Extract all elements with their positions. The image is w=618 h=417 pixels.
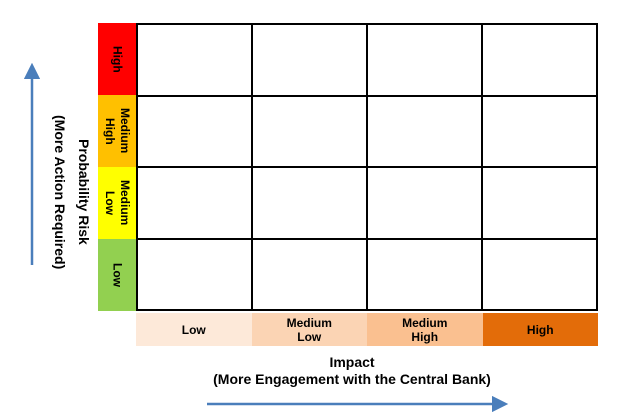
matrix-cell: [253, 96, 366, 166]
matrix-cell: [483, 25, 596, 95]
matrix-cell: [138, 239, 251, 309]
matrix-cell: [368, 96, 481, 166]
row-header-low: Low: [98, 239, 136, 311]
x-axis-title-line1: Impact: [329, 354, 375, 370]
matrix-cell: [253, 25, 366, 95]
column-header-low: Low: [136, 313, 252, 346]
column-header-high: High: [482, 313, 598, 346]
row-header-label: Low: [110, 263, 125, 287]
y-axis-title: Probability Risk (More Action Required): [40, 88, 96, 296]
matrix-cell: [138, 25, 251, 95]
y-axis-title-line2: (More Action Required): [52, 114, 68, 270]
matrix-grid: [136, 23, 598, 311]
row-header-high: High: [98, 23, 136, 95]
row-header-label: High: [110, 45, 125, 73]
row-header-label: Medium High: [103, 108, 132, 154]
row-header-medium-low: Medium Low: [98, 167, 136, 239]
matrix-cell: [253, 239, 366, 309]
y-axis-title-line1: Probability Risk: [76, 139, 92, 245]
probability-axis-headers: High Medium High Medium Low Low: [98, 23, 136, 311]
column-header-medium-high: Medium High: [367, 313, 483, 346]
impact-axis-headers: Low Medium Low Medium High High: [136, 313, 598, 346]
matrix-cell: [483, 96, 596, 166]
matrix-cell: [368, 168, 481, 238]
matrix-cell: [253, 168, 366, 238]
row-header-label: Medium Low: [103, 180, 132, 226]
x-axis-title-line2: (More Engagement with the Central Bank): [213, 371, 491, 387]
column-header-medium-low: Medium Low: [251, 313, 367, 346]
matrix-cell: [483, 168, 596, 238]
matrix-cell: [368, 239, 481, 309]
matrix-cell: [138, 168, 251, 238]
row-header-medium-high: Medium High: [98, 95, 136, 167]
x-axis-title: Impact (More Engagement with the Central…: [152, 354, 552, 388]
matrix-cell: [368, 25, 481, 95]
matrix-cell: [483, 239, 596, 309]
matrix-cell: [138, 96, 251, 166]
